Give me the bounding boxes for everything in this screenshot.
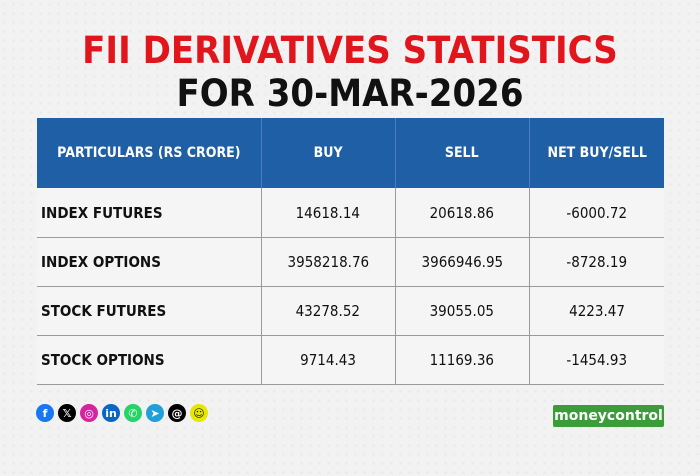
buy-value: 3958218.76 [261,237,396,287]
statistics-table: PARTICULARS (RS CRORE) BUY SELL NET BUY/… [37,118,664,385]
header-particulars: PARTICULARS (RS CRORE) [37,118,262,188]
buy-value: 9714.43 [261,335,396,385]
buy-value: 14618.14 [261,188,396,238]
table-row: INDEX FUTURES 14618.14 20618.86 -6000.72 [37,188,664,238]
sell-value: 3966946.95 [395,237,530,287]
snapchat-icon[interactable]: ☺ [190,404,208,422]
social-icons-bar: f 𝕏 ◎ in ✆ ➤ @ ☺ [36,404,208,424]
sell-value: 11169.36 [395,335,530,385]
x-icon[interactable]: 𝕏 [58,404,76,422]
row-label: INDEX FUTURES [37,188,262,238]
sell-value: 20618.86 [395,188,530,238]
sell-value: 39055.05 [395,286,530,336]
buy-value: 43278.52 [261,286,396,336]
page-title: FII DERIVATIVES STATISTICS [82,29,618,72]
row-label: STOCK OPTIONS [37,335,262,385]
net-value: -8728.19 [529,237,664,287]
row-label: INDEX OPTIONS [37,237,262,287]
net-value: -1454.93 [529,335,664,385]
header-sell: SELL [395,118,530,188]
instagram-icon[interactable]: ◎ [80,404,98,422]
moneycontrol-logo: moneycontrol [553,405,664,427]
header-buy: BUY [261,118,396,188]
facebook-icon[interactable]: f [36,404,54,422]
whatsapp-icon[interactable]: ✆ [124,404,142,422]
threads-icon[interactable]: @ [168,404,186,422]
header-net: NET BUY/SELL [529,118,664,188]
linkedin-icon[interactable]: in [102,404,120,422]
table-header-row: PARTICULARS (RS CRORE) BUY SELL NET BUY/… [37,118,664,188]
row-label: STOCK FUTURES [37,286,262,336]
net-value: -6000.72 [529,188,664,238]
net-value: 4223.47 [529,286,664,336]
table-row: STOCK FUTURES 43278.52 39055.05 4223.47 [37,286,664,336]
table-row: INDEX OPTIONS 3958218.76 3966946.95 -872… [37,237,664,287]
title-block: FII DERIVATIVES STATISTICS FOR 30-MAR-20… [0,30,700,116]
page-subtitle-date: FOR 30-MAR-2026 [176,72,524,115]
telegram-icon[interactable]: ➤ [146,404,164,422]
table-row: STOCK OPTIONS 9714.43 11169.36 -1454.93 [37,335,664,385]
